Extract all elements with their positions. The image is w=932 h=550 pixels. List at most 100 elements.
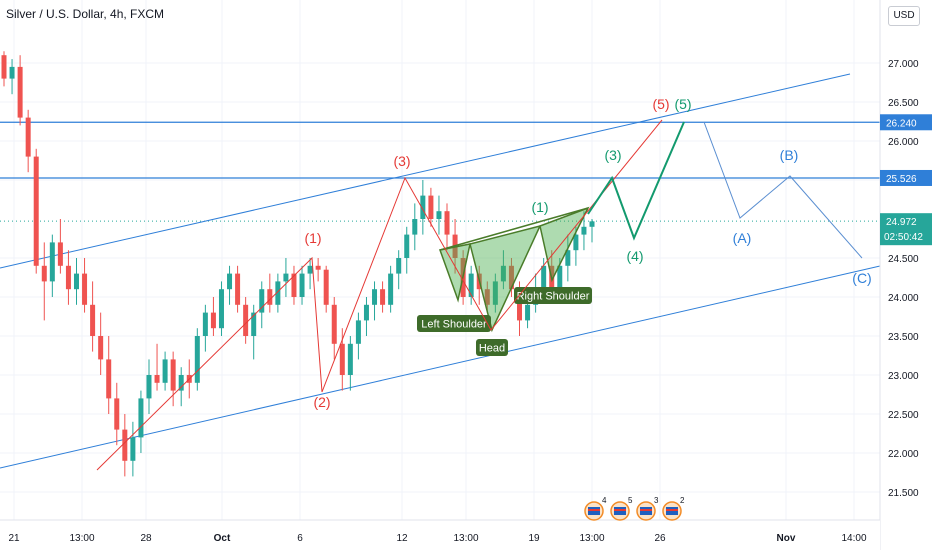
candle-body <box>428 195 434 219</box>
green-wave-path <box>587 121 685 241</box>
wave-label: (A) <box>733 230 752 246</box>
candle-body <box>202 312 208 336</box>
candle-body <box>9 66 15 79</box>
candle-body <box>267 289 273 305</box>
x-tick-label: 19 <box>528 533 540 544</box>
price-level-tag <box>880 169 932 186</box>
candle-body <box>436 211 442 219</box>
head-shape <box>469 224 542 333</box>
candle-body <box>331 304 337 344</box>
candle-body <box>218 289 224 329</box>
candle-body <box>178 375 184 391</box>
candle-body <box>517 289 523 321</box>
last-price-label: 24.972 <box>886 217 917 228</box>
candle-body <box>525 304 531 321</box>
candle-body <box>589 221 595 227</box>
y-tick-label: 23.000 <box>888 371 919 382</box>
x-tick-label: Oct <box>214 533 231 544</box>
x-tick-label: 12 <box>396 533 408 544</box>
x-tick-label: 13:00 <box>69 533 94 544</box>
candle-body <box>412 219 418 235</box>
candle-body <box>194 336 200 383</box>
candle-body <box>57 242 63 266</box>
last-price-tag <box>880 213 932 246</box>
candle-body <box>347 343 353 375</box>
y-tick-label: 23.500 <box>888 332 919 343</box>
candle-body <box>468 273 474 297</box>
pattern-label: Right Shoulder <box>517 291 590 303</box>
x-tick-label: 21 <box>8 533 20 544</box>
candle-body <box>565 250 571 266</box>
candle-body <box>444 211 450 235</box>
pattern-label-box <box>417 315 491 332</box>
candle-body <box>25 117 31 157</box>
wave-labels: (1) (2) (3) (5) (1) (3) (4) (5) (A) (B) (C) <box>304 96 871 410</box>
channel-lines <box>0 73 881 469</box>
flag-stripe <box>640 509 652 511</box>
candle-body <box>17 66 23 118</box>
candle-body <box>404 234 410 258</box>
pattern-label-box <box>514 287 592 304</box>
horizontal-levels <box>0 121 880 222</box>
x-axis[interactable]: 21 13:00 28 Oct 6 12 13:00 19 13:00 26 Nov 14:00 <box>0 519 880 550</box>
y-tick-label: 24.000 <box>888 293 919 304</box>
wave-label: (5) <box>674 96 691 112</box>
event-badges[interactable]: 4 5 3 2 <box>584 496 685 521</box>
wave-label: (4) <box>626 248 643 264</box>
head-and-shoulders-pattern: Left Shoulder Head Right Shoulder <box>417 206 592 356</box>
price-level-label: 25.526 <box>886 174 917 185</box>
y-tick-label: 26.000 <box>888 137 919 148</box>
wave-label: (C) <box>852 270 871 286</box>
candle-body <box>41 265 47 282</box>
candle-body <box>235 273 241 305</box>
y-tick-label: 27.000 <box>888 59 919 70</box>
wave-label: (2) <box>313 394 330 410</box>
wave-label: (5) <box>652 96 669 112</box>
channel-upper-line <box>0 73 851 269</box>
y-tick-label: 22.500 <box>888 410 919 421</box>
x-tick-label: 13:00 <box>579 533 604 544</box>
y-tick-label: 26.500 <box>888 98 919 109</box>
y-tick-label: 21.500 <box>888 488 919 499</box>
candle-body <box>114 398 120 430</box>
candle-body <box>227 273 233 290</box>
wave-label: (3) <box>393 153 410 169</box>
candle-body <box>138 398 144 438</box>
flag-stripe <box>666 509 678 511</box>
candle-body <box>323 269 329 305</box>
neckline <box>439 207 589 251</box>
candle-body <box>243 304 249 336</box>
candle-body <box>210 312 216 329</box>
left-shoulder-shape <box>438 243 471 303</box>
candle-body <box>82 273 88 305</box>
x-tick-label: 28 <box>140 533 152 544</box>
candle-body <box>307 265 313 274</box>
candle-body <box>388 273 394 305</box>
pattern-label: Head <box>479 343 505 355</box>
y-axis[interactable]: 27.00026.50026.00025.50024.50024.00023.5… <box>879 0 932 550</box>
candle-body <box>162 359 168 383</box>
countdown-label: 02:50:42 <box>884 232 923 243</box>
candle-body <box>581 226 587 235</box>
candle-body <box>33 156 39 266</box>
flag-stripe <box>588 509 600 511</box>
candle-body <box>557 265 563 290</box>
flag-stripe <box>614 509 626 511</box>
pattern-label: Left Shoulder <box>421 319 487 331</box>
y-tick-label: 22.000 <box>888 449 919 460</box>
blue-abc-path <box>703 121 863 259</box>
candle-body <box>492 281 498 305</box>
candle-body <box>355 320 361 344</box>
candle-body <box>363 304 369 321</box>
candle-body <box>484 289 490 305</box>
wave-label: (3) <box>604 147 621 163</box>
elliott-waves <box>96 119 863 471</box>
channel-lower-line <box>0 265 881 469</box>
candle-body <box>259 289 265 313</box>
currency-button[interactable]: USD <box>888 6 920 26</box>
x-tick-label: Nov <box>777 533 796 544</box>
candle-body <box>122 429 128 461</box>
candle-body <box>500 265 506 282</box>
y-tick-label: 24.500 <box>888 254 919 265</box>
